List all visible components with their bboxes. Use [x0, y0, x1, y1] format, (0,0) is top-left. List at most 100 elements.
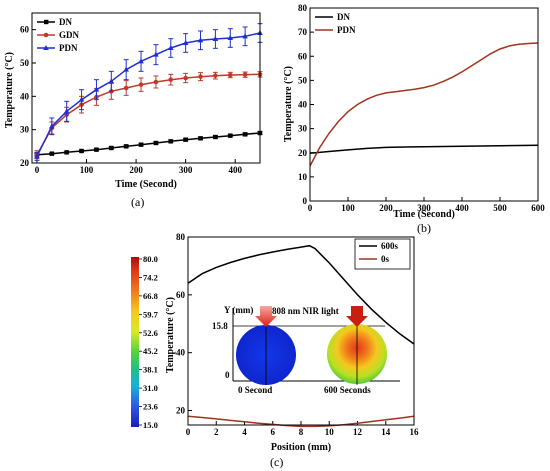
panel-c-colorbar: 80.0 74.2 66.8 59.7 52.6 45.2 38.1 31.0 23.6 15.0	[131, 254, 159, 430]
data-point	[183, 75, 188, 81]
panel-c: 80.0 74.2 66.8 59.7 52.6 45.2 38.1 31.0 23.6 15.0…	[131, 232, 419, 469]
data-point	[182, 40, 189, 45]
right-sample-caption: 600 Seconds	[324, 385, 371, 395]
data-point	[79, 148, 84, 154]
colorbar-label: 31.0	[143, 383, 158, 393]
colorbar-label: 80.0	[143, 254, 158, 264]
x-tick-label: 400	[228, 165, 242, 175]
x-tick-label: 6	[271, 427, 276, 437]
legend-label: 0s	[381, 254, 390, 264]
panel-c-frame	[187, 236, 415, 426]
panel-c-inset: Y (mm) 15.8 0 808 nm NIR light 0 Second …	[212, 305, 400, 395]
data-point	[108, 78, 115, 84]
legend-c: 600s 0s	[354, 238, 411, 270]
data-point	[213, 73, 218, 78]
data-point	[34, 153, 40, 159]
data-point	[198, 136, 203, 141]
colorbar-label: 38.1	[143, 365, 158, 375]
data-point	[183, 137, 188, 142]
x-tick-label: 10	[325, 427, 335, 437]
legend-marker	[43, 45, 49, 50]
y-tick-label: 10	[298, 172, 308, 182]
data-point	[198, 74, 203, 79]
x-tick-label: 0	[35, 165, 40, 175]
x-tick-label: 2	[214, 427, 219, 437]
data-point	[242, 33, 248, 39]
x-tick-label: 400	[455, 203, 469, 213]
data-point	[227, 72, 233, 78]
panel-b-plot: 0 100 200 300 400 500 600 0 10 20 30 40 50 60 70 80 DN PD…	[298, 3, 545, 213]
data-point	[63, 108, 70, 114]
y-tick-label: 0	[303, 196, 308, 206]
colorbar-label: 74.2	[143, 272, 158, 282]
y-tick-label: 60	[176, 290, 186, 300]
x-tick-label: 600	[531, 203, 545, 213]
data-point	[242, 72, 248, 77]
data-point	[49, 151, 55, 156]
panel-c-ylabel: Temperature (°C)	[165, 297, 176, 373]
panel-a-xlabel: Time (Second)	[115, 179, 177, 190]
legend-label: DN	[59, 17, 72, 27]
x-tick-label: 100	[80, 165, 94, 175]
data-point	[153, 140, 159, 146]
y-tick-label: 40	[176, 348, 186, 358]
data-point	[138, 82, 144, 87]
x-tick-label: 4	[242, 427, 247, 437]
colorbar-gradient	[131, 257, 139, 427]
data-point	[227, 35, 234, 40]
y-tick-label: 50	[298, 75, 308, 85]
panel-a-ylabel: Temperature (°C)	[4, 52, 15, 128]
series-line-0s	[187, 415, 415, 428]
series-line-600s	[187, 244, 415, 345]
data-point	[109, 145, 114, 151]
data-point	[94, 147, 99, 152]
y-tick-label: 30	[298, 124, 308, 134]
legend-label: 600s	[381, 241, 399, 251]
y-tick-label: 70	[298, 27, 308, 37]
legend-label: PDN	[59, 43, 78, 53]
panel-c-plot: 0 2 4 6 8 10 12 14 16 20 40 60 80 600s 0s	[176, 232, 419, 437]
data-point	[93, 86, 100, 92]
y-tick-label: 80	[298, 3, 308, 13]
colorbar-label: 15.0	[143, 420, 158, 430]
laser-arrow-left	[255, 306, 277, 327]
x-tick-label: 0	[186, 427, 191, 437]
y-tick-label: 40	[298, 100, 308, 110]
panel-c-label: (c)	[270, 455, 283, 469]
y-tick-label: 80	[176, 232, 186, 242]
x-tick-label: 14	[381, 427, 391, 437]
panel-a-frame	[31, 12, 261, 164]
x-tick-label: 0	[308, 203, 313, 213]
data-point	[168, 139, 173, 144]
legend-label: DN	[337, 12, 350, 22]
data-point	[123, 144, 129, 149]
data-point	[242, 132, 248, 137]
data-point	[153, 51, 159, 57]
data-point	[153, 79, 159, 85]
left-sample-caption: 0 Second	[238, 385, 272, 395]
colorbar-label: 66.8	[143, 291, 158, 301]
colorbar-label: 23.6	[143, 402, 158, 412]
legend-box	[354, 238, 411, 270]
data-point	[197, 37, 204, 43]
x-tick-label: 200	[379, 203, 393, 213]
panel-b-ylabel: Temperature (°C)	[283, 66, 294, 142]
data-point	[123, 66, 129, 72]
panel-a-plot: 0 100 200 300 400 20 30 40 50 60 DN GDN PDN	[20, 17, 263, 175]
inset-axis-label: Y (mm)	[224, 305, 253, 315]
x-tick-label: 16	[410, 427, 420, 437]
panel-b: 0 100 200 300 400 500 600 0 10 20 30 40 50 60 70 80 DN PD…	[283, 3, 545, 235]
series-line-pdn	[36, 32, 261, 157]
data-point	[213, 134, 218, 140]
x-tick-label: 300	[417, 203, 431, 213]
legend-label: GDN	[59, 30, 80, 40]
series-line-pdn	[309, 42, 539, 167]
x-tick-label: 100	[341, 203, 355, 213]
x-tick-label: 200	[129, 165, 143, 175]
x-tick-label: 12	[353, 427, 363, 437]
laser-label: 808 nm NIR light	[272, 306, 339, 316]
data-point	[64, 150, 69, 155]
inset-tick-top: 15.8	[212, 321, 228, 331]
data-point	[138, 142, 144, 147]
